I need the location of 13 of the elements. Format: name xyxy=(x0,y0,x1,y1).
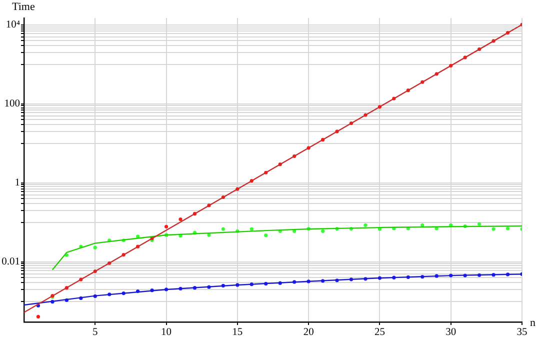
y-tick-label: 1 xyxy=(14,178,20,189)
x-tick-label: 20 xyxy=(303,327,314,338)
y-tick-label: 0.01 xyxy=(2,256,20,268)
y-tick-label: 100 xyxy=(4,98,20,110)
x-tick-label: 5 xyxy=(92,327,98,338)
x-tick-label: 15 xyxy=(232,327,243,338)
x-tick-label: 25 xyxy=(374,327,385,338)
x-tick-label: 30 xyxy=(446,327,456,338)
x-tick-label: 35 xyxy=(516,327,528,338)
x-axis-title: n xyxy=(530,316,536,329)
y-axis-title: Time xyxy=(12,0,35,13)
y-tick-label: 10⁴ xyxy=(6,20,20,31)
x-tick-label: 10 xyxy=(161,327,172,338)
